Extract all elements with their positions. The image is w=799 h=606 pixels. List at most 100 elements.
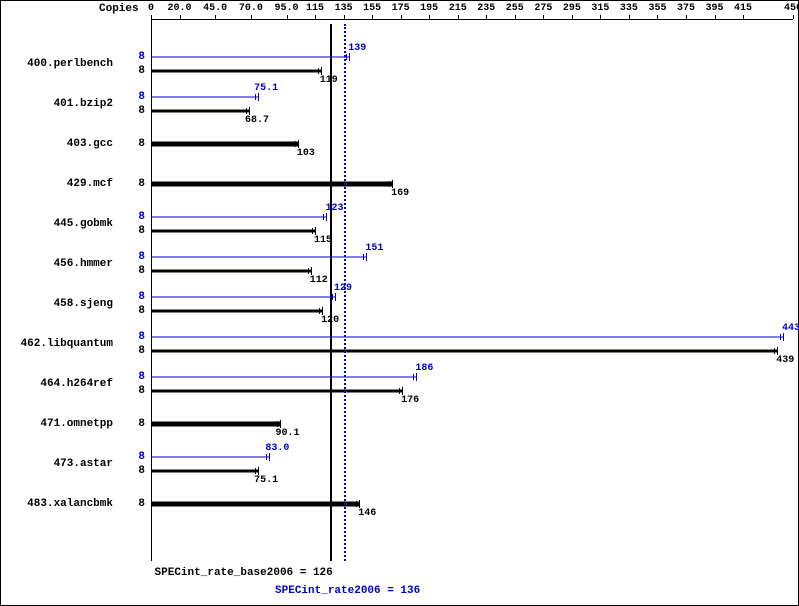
- bar-end-tick-inner: [277, 421, 278, 427]
- copies-peak: 8: [129, 451, 145, 463]
- bar-end-tick-inner: [246, 108, 247, 114]
- bar-base: [151, 110, 249, 113]
- benchmark-label: 400.perlbench: [5, 58, 113, 70]
- x-tick-label: 175: [392, 3, 410, 14]
- benchmark-label: 403.gcc: [5, 138, 113, 150]
- bar-end-tick: [258, 93, 259, 101]
- benchmark-label: 471.omnetpp: [5, 418, 113, 430]
- copies-base: 8: [129, 138, 145, 150]
- value-peak: 129: [334, 283, 352, 294]
- value-base: 146: [358, 508, 376, 519]
- x-tick-label: 20.0: [168, 3, 192, 14]
- bar-end-tick: [366, 253, 367, 261]
- value-base: 439: [776, 355, 794, 366]
- value-base: 120: [321, 315, 339, 326]
- copies-peak: 8: [129, 331, 145, 343]
- x-tick-label: 295: [563, 3, 581, 14]
- x-tick: [287, 15, 288, 19]
- bar-peak: [151, 257, 366, 258]
- bar-end-tick: [416, 373, 417, 381]
- copies-base: 8: [129, 105, 145, 117]
- x-tick-label: 255: [506, 3, 524, 14]
- value-peak: 186: [415, 363, 433, 374]
- x-tick-label: 315: [591, 3, 609, 14]
- bar-end-tick-inner: [318, 68, 319, 74]
- copies-base: 8: [129, 178, 145, 190]
- bar-base: [151, 422, 280, 427]
- x-tick: [657, 15, 658, 19]
- summary-base: SPECint_rate_base2006 = 126: [155, 567, 333, 579]
- x-tick-label: 215: [449, 3, 467, 14]
- bar-end-tick: [269, 453, 270, 461]
- value-peak: 443: [782, 323, 799, 334]
- bar-end-tick-inner: [774, 348, 775, 354]
- bar-end-tick: [280, 420, 281, 428]
- bar-end-tick: [321, 67, 322, 75]
- bar-peak: [151, 217, 326, 218]
- x-tick: [715, 15, 716, 19]
- copies-header: Copies: [99, 3, 139, 15]
- value-base: 176: [401, 395, 419, 406]
- x-tick-label: 395: [706, 3, 724, 14]
- x-tick: [372, 15, 373, 19]
- bar-end-tick-inner: [356, 501, 357, 507]
- bar-end-tick-inner: [363, 254, 364, 260]
- copies-base: 8: [129, 345, 145, 357]
- value-base: 90.1: [276, 428, 300, 439]
- x-tick-label: 335: [620, 3, 638, 14]
- benchmark-label: 401.bzip2: [5, 98, 113, 110]
- bar-peak: [151, 97, 258, 98]
- value-peak: 75.1: [254, 83, 278, 94]
- bar-end-tick-inner: [780, 334, 781, 340]
- x-tick-label: 355: [648, 3, 666, 14]
- x-tick-label: 135: [335, 3, 353, 14]
- bar-peak: [151, 57, 349, 58]
- bar-end-tick-inner: [255, 94, 256, 100]
- value-peak: 151: [365, 243, 383, 254]
- bar-end-tick: [392, 180, 393, 188]
- bar-base: [151, 142, 298, 147]
- bar-base: [151, 270, 311, 273]
- bar-peak: [151, 297, 335, 298]
- x-tick-label: 45.0: [203, 3, 227, 14]
- benchmark-label: 456.hmmer: [5, 258, 113, 270]
- x-tick: [793, 15, 794, 19]
- copies-base: 8: [129, 498, 145, 510]
- bar-end-tick-inner: [319, 308, 320, 314]
- copies-base: 8: [129, 465, 145, 477]
- copies-peak: 8: [129, 51, 145, 63]
- copies-peak: 8: [129, 91, 145, 103]
- x-tick: [180, 15, 181, 19]
- copies-peak: 8: [129, 291, 145, 303]
- copies-base: 8: [129, 305, 145, 317]
- value-peak: 83.0: [265, 443, 289, 454]
- x-tick-label: 115: [306, 3, 324, 14]
- value-base: 115: [314, 235, 332, 246]
- copies-base: 8: [129, 385, 145, 397]
- bar-end-tick: [311, 267, 312, 275]
- value-base: 75.1: [254, 475, 278, 486]
- bar-end-tick: [402, 387, 403, 395]
- copies-base: 8: [129, 225, 145, 237]
- value-base: 169: [391, 188, 409, 199]
- bar-base: [151, 310, 322, 313]
- x-tick-label: 375: [677, 3, 695, 14]
- x-tick-label: 70.0: [239, 3, 263, 14]
- ref-line-base: [330, 24, 332, 561]
- bar-end-tick: [322, 307, 323, 315]
- bar-end-tick-inner: [308, 268, 309, 274]
- x-tick-label: 235: [477, 3, 495, 14]
- copies-base: 8: [129, 65, 145, 77]
- x-tick: [215, 15, 216, 19]
- x-tick: [429, 15, 430, 19]
- bar-peak: [151, 337, 783, 338]
- bar-base: [151, 470, 258, 473]
- bar-end-tick-inner: [255, 468, 256, 474]
- x-tick: [629, 15, 630, 19]
- value-base: 119: [320, 75, 338, 86]
- x-tick: [686, 15, 687, 19]
- bar-base: [151, 502, 359, 507]
- benchmark-label: 483.xalancbmk: [5, 498, 113, 510]
- copies-peak: 8: [129, 251, 145, 263]
- value-peak: 123: [325, 203, 343, 214]
